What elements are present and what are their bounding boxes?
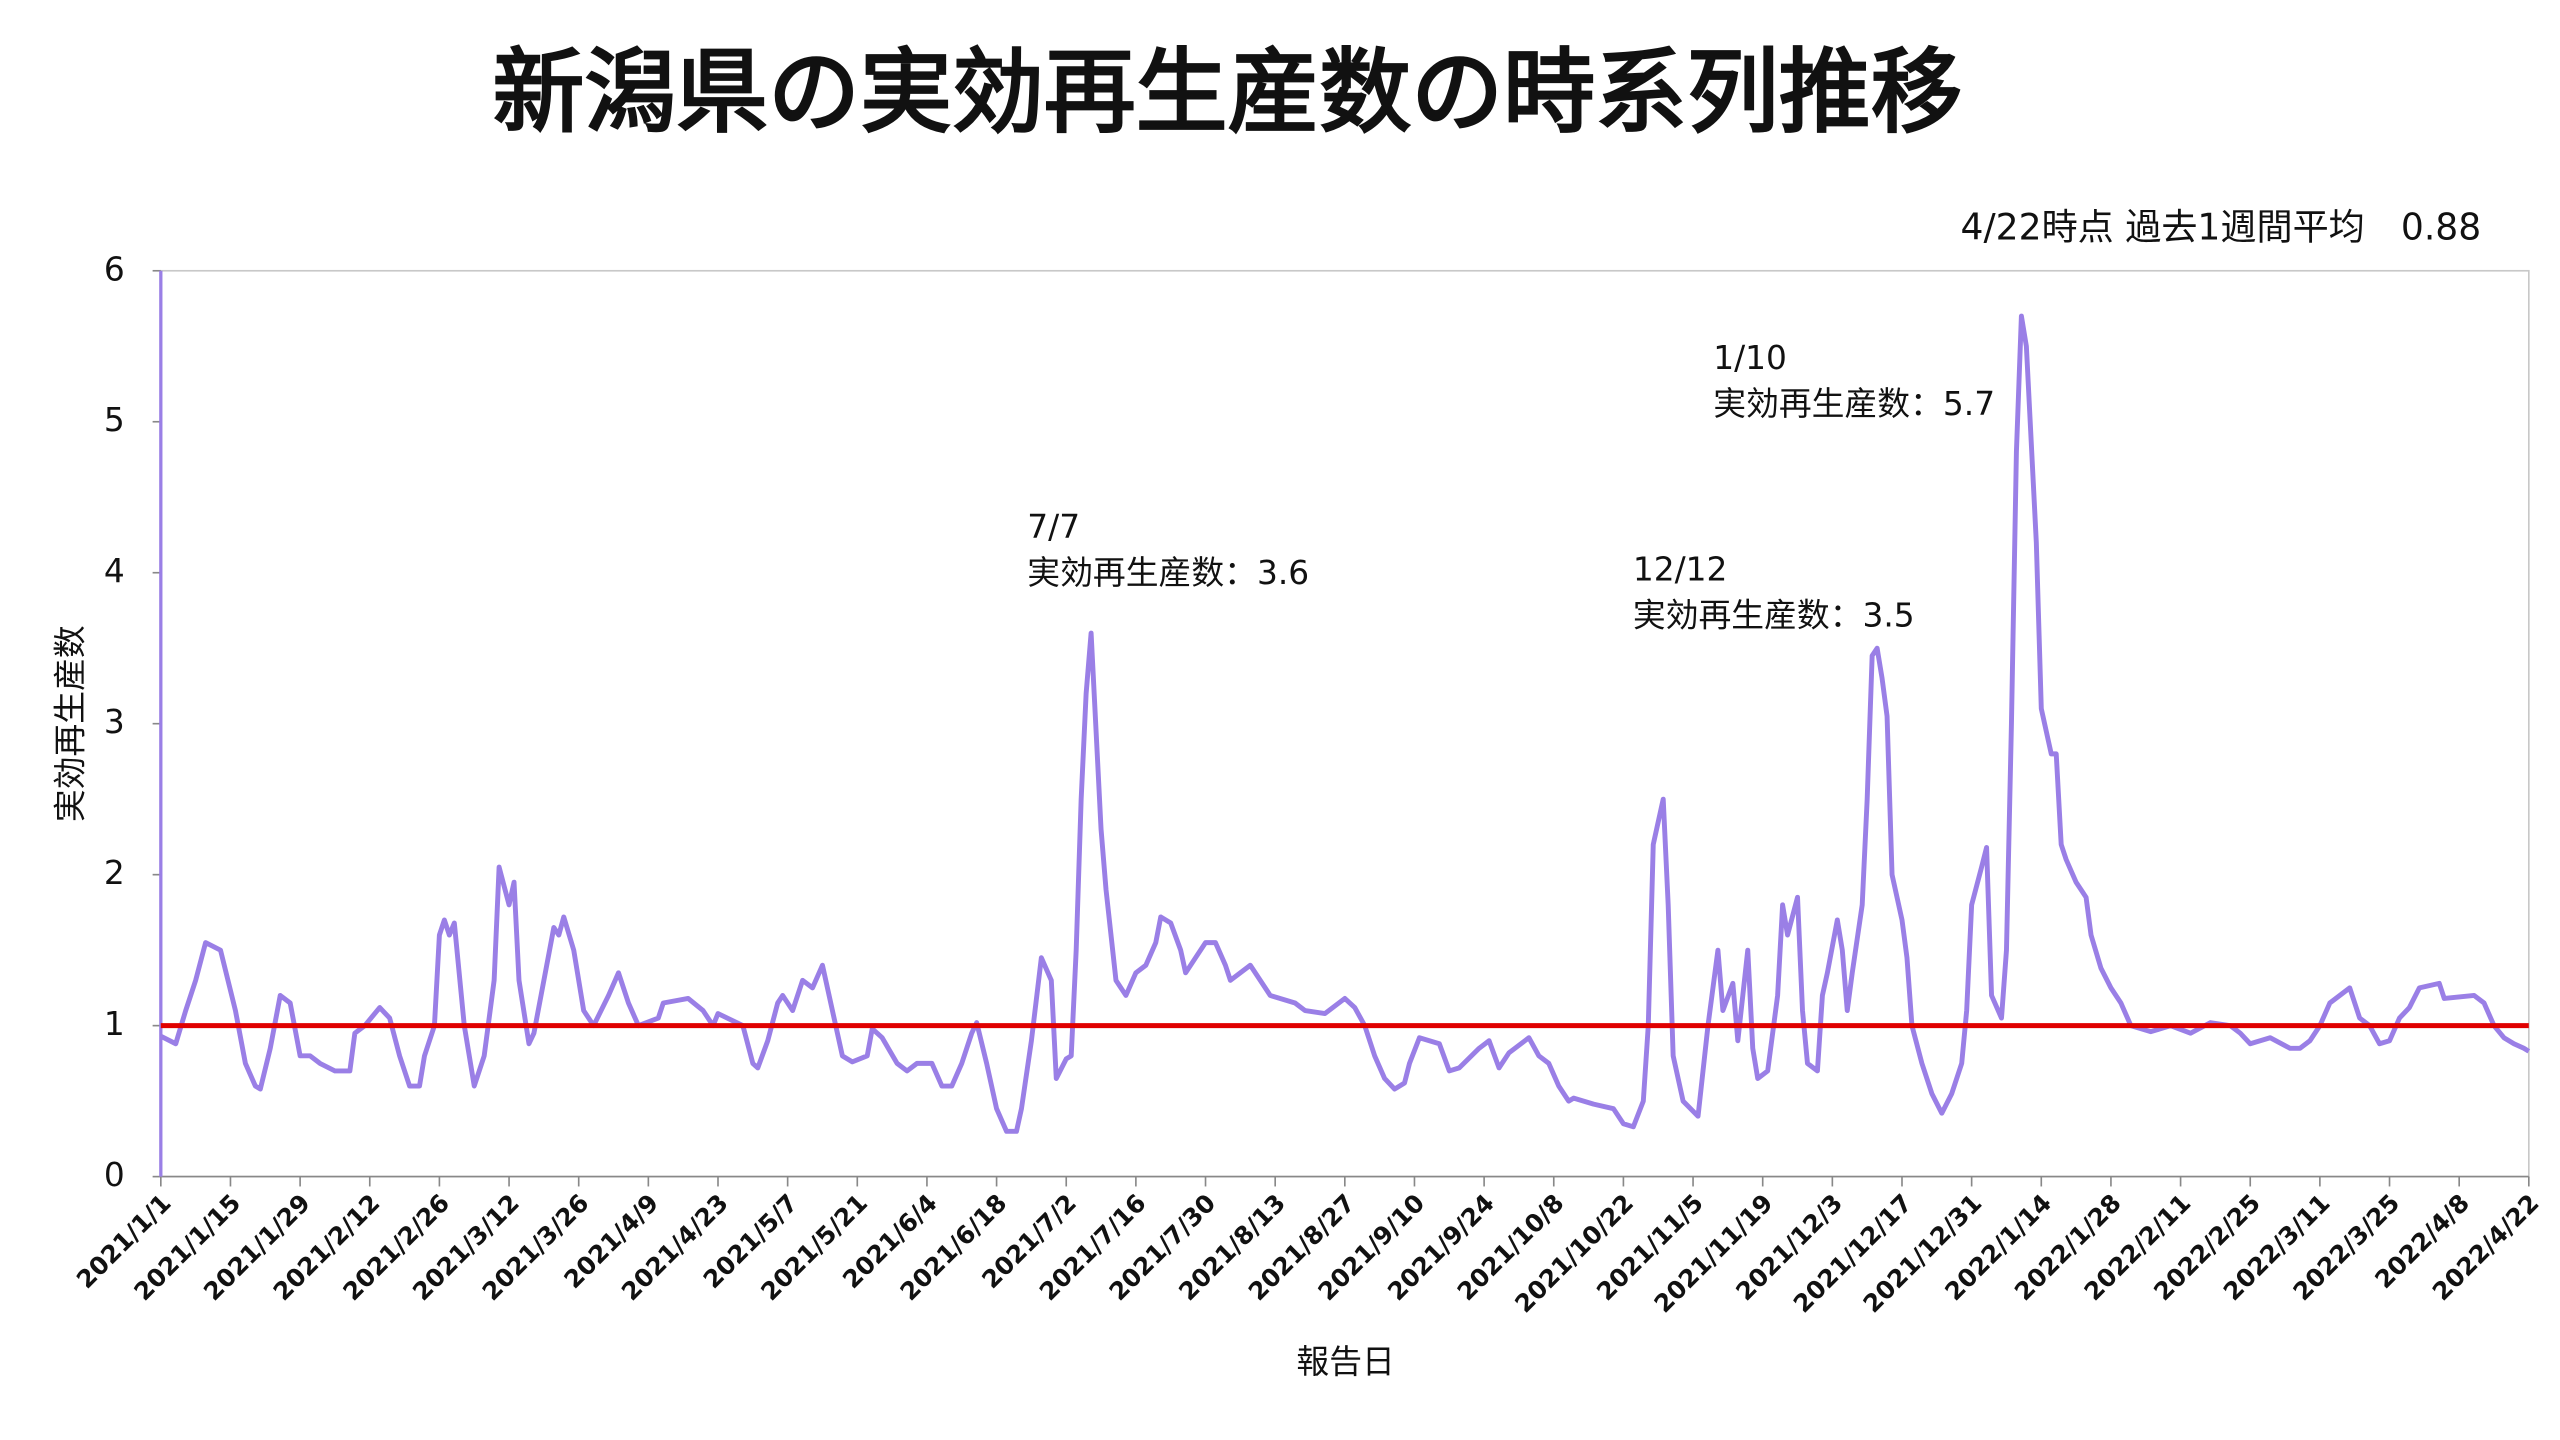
y-tick-label: 1 <box>104 1005 125 1043</box>
y-tick-label: 6 <box>104 250 125 288</box>
y-tick-label: 3 <box>104 703 125 741</box>
chart-title: 新潟県の実効再生産数の時系列推移 <box>492 39 1962 146</box>
annotation: 1/10 <box>1713 339 1787 377</box>
y-tick-label: 4 <box>104 552 125 590</box>
chart-subtitle: 4/22時点 過去1週間平均 0.88 <box>1961 206 2482 249</box>
annotation: 実効再生産数：3.6 <box>1027 554 1309 592</box>
x-axis-label: 報告日 <box>1296 1343 1394 1381</box>
y-tick-label: 2 <box>104 854 125 892</box>
annotation: 12/12 <box>1633 551 1728 589</box>
annotation: 実効再生産数：5.7 <box>1713 385 1995 423</box>
data-line <box>159 313 2531 1134</box>
annotation: 7/7 <box>1027 508 1080 546</box>
y-axis-label: 実効再生産数 <box>52 625 90 822</box>
y-tick-label: 0 <box>104 1156 125 1194</box>
annotation: 実効再生産数：3.5 <box>1633 597 1915 635</box>
y-tick-label: 5 <box>104 401 125 439</box>
plot-frame <box>159 269 2530 1178</box>
